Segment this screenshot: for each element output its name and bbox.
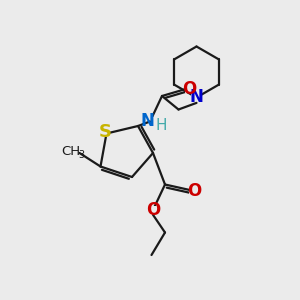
Bar	[149, 206, 157, 214]
Text: O: O	[146, 201, 160, 219]
Bar	[189, 186, 198, 195]
Text: H: H	[156, 118, 167, 133]
Text: O: O	[182, 80, 196, 98]
Bar	[100, 128, 110, 136]
Text: S: S	[98, 123, 112, 141]
Text: 3: 3	[78, 150, 84, 161]
Bar	[191, 93, 202, 102]
Bar	[146, 117, 154, 126]
Bar	[184, 84, 193, 93]
Text: O: O	[187, 182, 201, 200]
Text: N: N	[190, 88, 203, 106]
Text: CH: CH	[61, 145, 80, 158]
Text: N: N	[141, 112, 154, 130]
